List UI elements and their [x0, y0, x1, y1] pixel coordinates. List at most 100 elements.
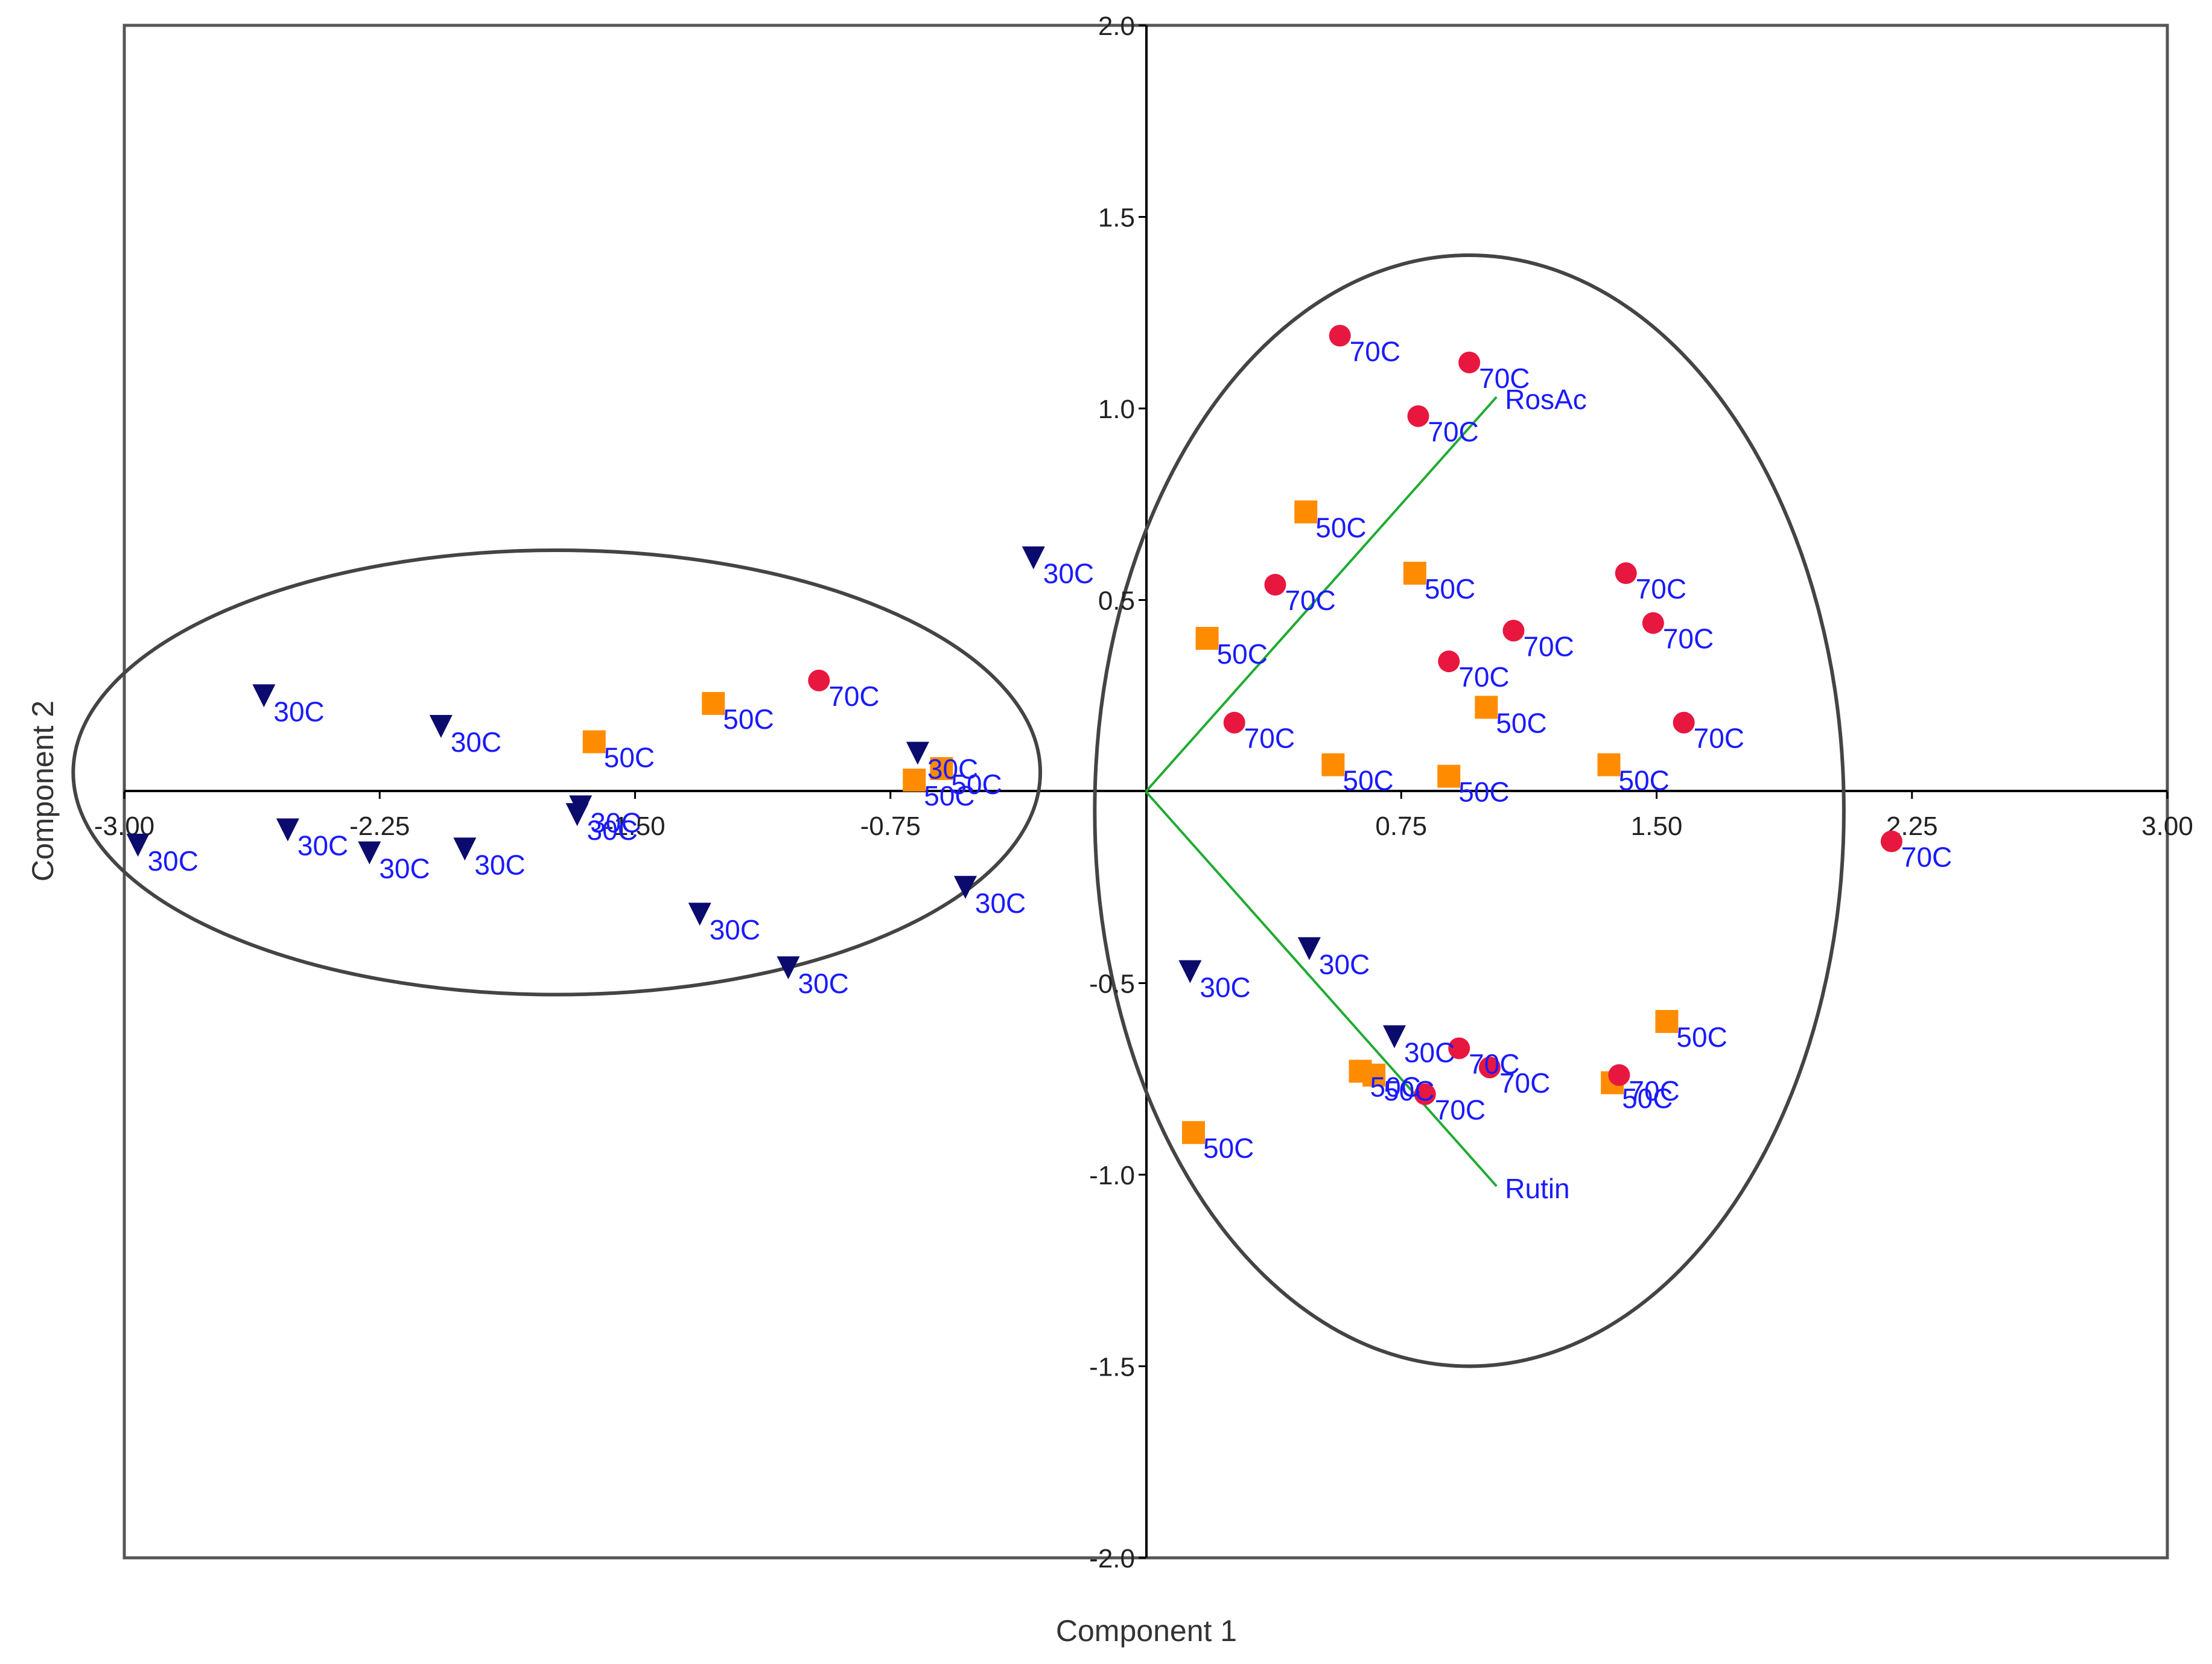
point-label-70c: 70C [1901, 842, 1952, 873]
point-label-30c: 30C [273, 696, 324, 727]
point-label-70c: 70C [1435, 1094, 1486, 1126]
point-label-50c: 50C [924, 780, 974, 811]
point-30c-triangle [252, 684, 276, 708]
point-label-70c: 70C [1479, 363, 1530, 394]
point-label-30c: 30C [975, 888, 1026, 919]
point-label-30c: 30C [798, 968, 848, 999]
point-50c-square [1321, 753, 1345, 776]
point-70c-circle [1615, 562, 1637, 585]
point-label-70c: 70C [1663, 623, 1714, 655]
point-70c-circle [1608, 1064, 1630, 1086]
point-label-50c: 50C [1315, 512, 1366, 543]
loading-vector-rosac [1145, 396, 1498, 793]
point-label-30c: 30C [1319, 948, 1370, 980]
y-axis-title: Component 2 [26, 700, 60, 881]
point-labels: 30C30C30C30C30C30C30C30C30C30C30C30C30C3… [148, 335, 1953, 1164]
point-label-50c: 50C [723, 703, 774, 735]
point-50c-square [930, 757, 953, 780]
point-label-70c: 70C [1636, 573, 1686, 605]
point-30c-triangle [1022, 546, 1045, 570]
point-label-30c: 30C [590, 807, 641, 838]
point-label-70c: 70C [1499, 1067, 1550, 1099]
point-label-70c: 70C [1244, 723, 1295, 754]
point-label-70c: 70C [1428, 416, 1478, 448]
point-label-50c: 50C [604, 741, 655, 773]
point-label-30c: 30C [710, 914, 760, 945]
point-label-30c: 30C [474, 849, 525, 880]
point-50c-square [1294, 500, 1318, 524]
point-label-50c: 50C [1622, 1083, 1673, 1114]
point-70c-circle [1264, 574, 1286, 596]
point-30c-triangle [1297, 937, 1321, 961]
point-70c-circle [1407, 405, 1429, 427]
point-30c-triangle [906, 741, 929, 765]
point-label-30c: 30C [1200, 971, 1250, 1003]
y-tick-label: -1.0 [1089, 1161, 1135, 1190]
point-label-30c: 30C [451, 726, 501, 758]
point-label-70c: 70C [1458, 661, 1509, 693]
x-tick-label: -0.75 [860, 811, 921, 841]
point-label-50c: 50C [951, 769, 1002, 800]
point-label-50c: 50C [1217, 638, 1268, 670]
point-label-50c: 50C [1458, 776, 1509, 808]
point-70c-circle [1414, 1083, 1436, 1105]
point-label-30c: 30C [148, 845, 199, 877]
point-label-70c: 70C [1523, 630, 1574, 662]
point-30c-triangle [453, 837, 477, 861]
point-30c-triangle [1382, 1025, 1406, 1049]
point-30c-triangle [1178, 960, 1202, 983]
point-50c-square [1655, 1010, 1679, 1033]
point-30c-triangle [126, 833, 150, 857]
point-label-30c: 30C [379, 853, 430, 884]
data-points [126, 325, 1902, 1145]
point-label-70c: 70C [1629, 1075, 1679, 1107]
point-label-70c: 70C [1469, 1048, 1519, 1079]
x-tick-label: 0.75 [1375, 811, 1427, 841]
point-label-50c: 50C [1203, 1132, 1254, 1164]
x-tick-label: 1.50 [1631, 811, 1683, 841]
point-label-50c: 50C [1496, 707, 1546, 738]
point-30c-triangle [688, 903, 711, 926]
point-30c-triangle [429, 715, 453, 738]
loading-label-rutin: Rutin [1505, 1173, 1569, 1204]
point-70c-circle [1502, 620, 1525, 642]
point-30c-triangle [953, 875, 977, 899]
point-label-70c: 70C [1350, 335, 1400, 367]
point-label-30c: 30C [587, 815, 638, 846]
point-50c-square [1475, 696, 1498, 719]
ellipse-left-cluster [71, 548, 1043, 997]
point-label-50c: 50C [1618, 765, 1669, 796]
x-tick-label: -2.25 [349, 811, 410, 841]
point-50c-square [903, 768, 926, 792]
point-30c-triangle [276, 818, 299, 842]
y-tick-label: -2.0 [1089, 1544, 1135, 1573]
point-50c-square [1195, 627, 1219, 650]
point-70c-circle [1880, 830, 1902, 853]
x-tick-label: 3.00 [2141, 811, 2193, 841]
y-tick-label: -0.5 [1089, 970, 1135, 999]
point-30c-triangle [358, 841, 381, 865]
axis-ticks: -3.00 -2.25 -1.50 -0.75 0.75 1.50 2.25 3.002.01… [94, 11, 2193, 1573]
point-70c-circle [1223, 711, 1245, 734]
loading-label-rosac: RosAc [1505, 384, 1586, 415]
point-label-70c: 70C [1694, 723, 1744, 754]
x-tick-label: -1.50 [605, 811, 665, 841]
point-50c-square [1403, 562, 1426, 585]
point-label-50c: 50C [1425, 573, 1475, 605]
point-70c-circle [1478, 1056, 1501, 1079]
point-70c-circle [1458, 351, 1481, 373]
point-50c-square [1362, 1063, 1386, 1087]
point-50c-square [702, 691, 725, 715]
cluster-ellipses [71, 253, 1846, 1368]
loading-vector-rutin [1145, 790, 1498, 1187]
point-70c-circle [1329, 325, 1351, 347]
x-axis-title: Component 1 [1056, 1614, 1237, 1648]
point-70c-circle [1438, 650, 1460, 673]
point-label-50c: 50C [1676, 1021, 1727, 1053]
point-70c-circle [1673, 711, 1695, 734]
point-30c-triangle [777, 956, 800, 980]
y-tick-label: 0.5 [1098, 586, 1135, 616]
point-50c-square [582, 730, 606, 754]
